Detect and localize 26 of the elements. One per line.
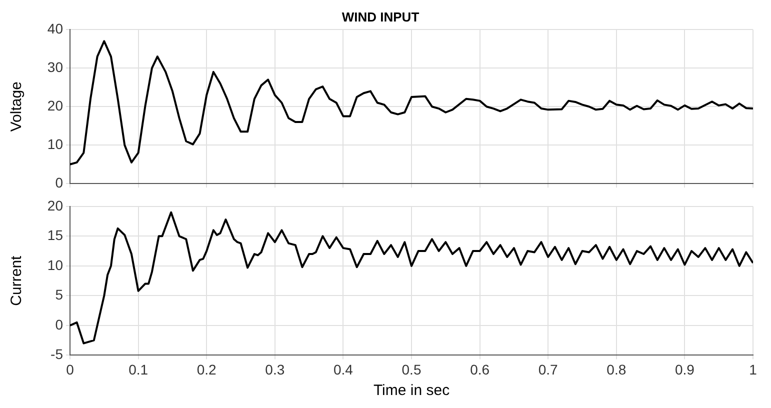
x-tick-label: 0.5 [402, 361, 422, 378]
y-tick-label: 10 [47, 136, 64, 152]
x-tick-label: 0.4 [333, 361, 354, 378]
y-tick-label: 20 [47, 97, 64, 114]
x-tick-label: 0.7 [538, 361, 558, 378]
x-tick-label: 0.6 [470, 361, 490, 378]
y-tick-label: 15 [47, 227, 64, 244]
y-tick-label: 0 [55, 174, 64, 190]
y-tick-label: 40 [47, 20, 64, 36]
y-axis-title: Current [8, 254, 26, 306]
y-tick-label: 5 [55, 286, 64, 303]
x-tick-label: 0 [66, 361, 74, 378]
x-tick-label: 0.9 [674, 361, 695, 378]
x-tick-label: 0.2 [196, 361, 217, 378]
x-tick-label: 0.3 [265, 361, 285, 378]
y-tick-label: 30 [47, 58, 64, 75]
y-axis-title: Voltage [8, 82, 26, 132]
x-tick-label: 0.8 [606, 361, 626, 378]
y-tick-label: 0 [55, 316, 64, 332]
y-tick-label: 20 [47, 197, 64, 214]
x-tick-label: 1 [749, 361, 758, 378]
x-axis-title: Time in sec [373, 382, 450, 400]
chart-title: WIND INPUT [342, 9, 420, 24]
y-tick-label: 10 [47, 256, 64, 273]
y-tick-label: -5 [50, 346, 64, 362]
x-tick-label: 0.1 [128, 361, 148, 378]
